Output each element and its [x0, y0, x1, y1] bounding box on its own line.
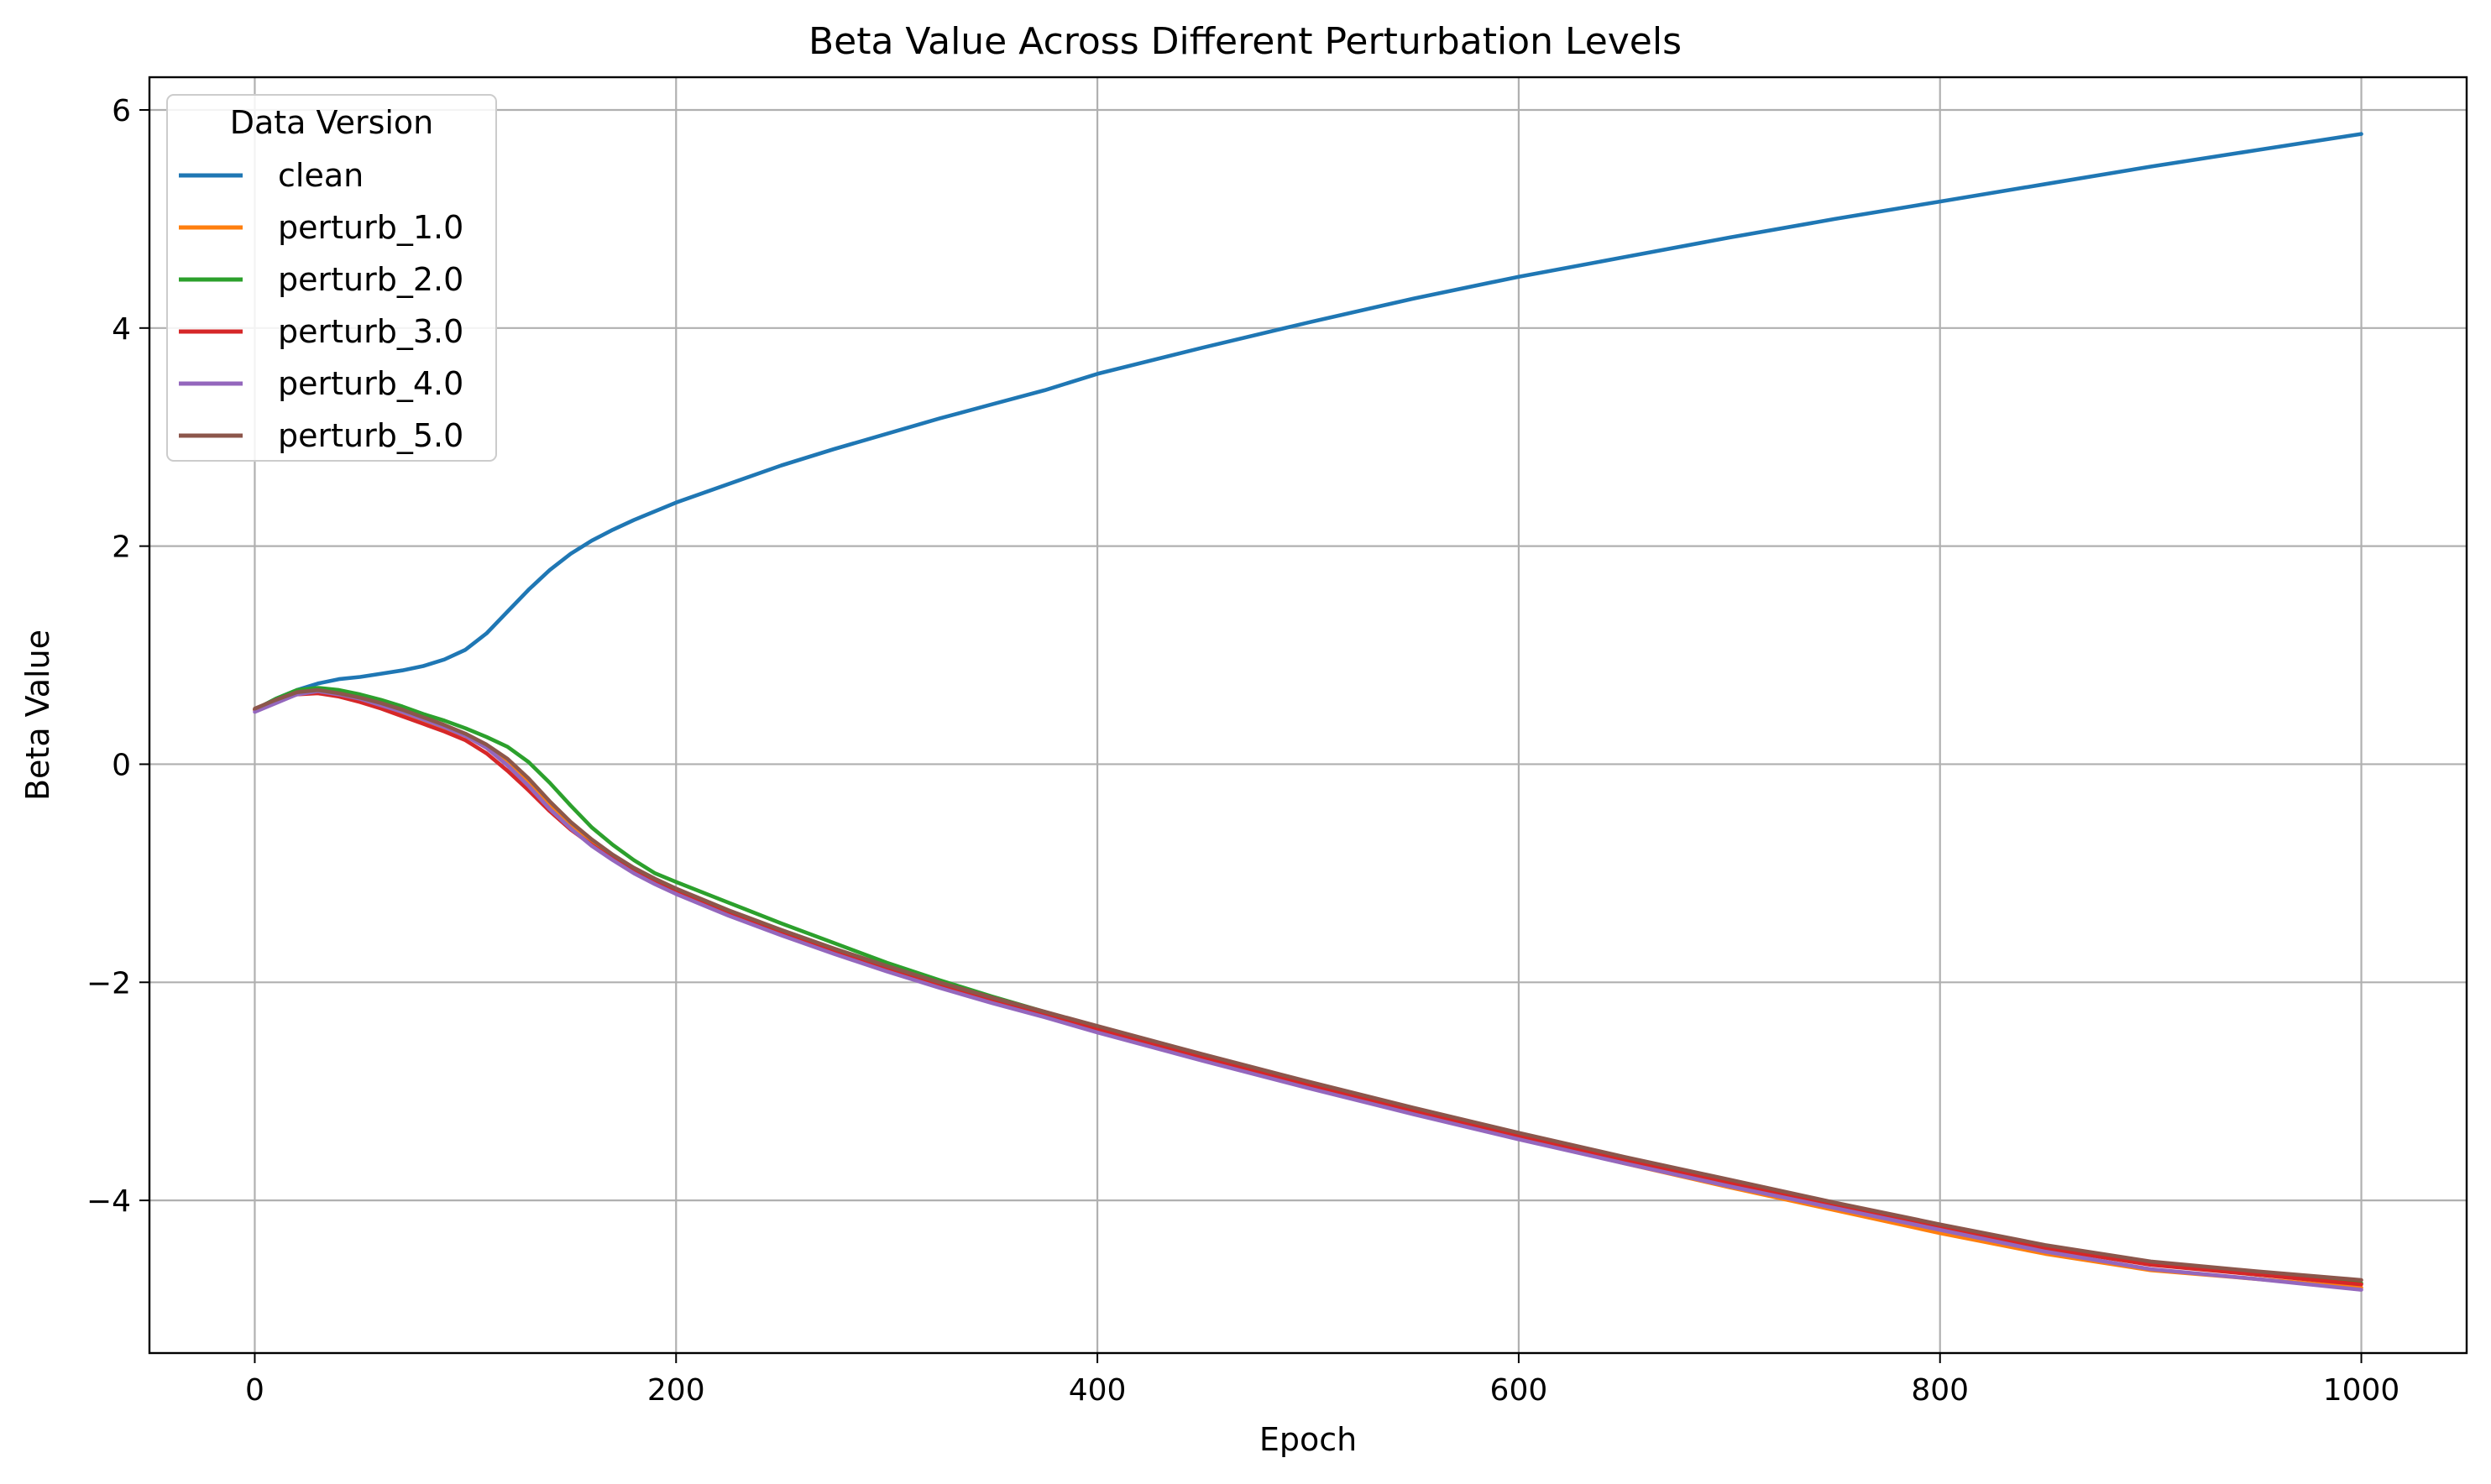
- x-axis-label: Epoch: [1259, 1421, 1357, 1458]
- chart-title: Beta Value Across Different Perturbation…: [809, 20, 1682, 63]
- legend-label-perturb-4-0: perturb_4.0: [278, 365, 463, 402]
- legend-label-clean: clean: [278, 157, 364, 194]
- x-tick-label: 0: [245, 1373, 264, 1408]
- grid-layer: [149, 77, 2467, 1353]
- y-tick-label: 0: [112, 748, 131, 782]
- x-tick-label: 600: [1490, 1373, 1548, 1408]
- series-line-perturb-3-0: [253, 691, 2363, 1287]
- legend-label-perturb-1-0: perturb_1.0: [278, 209, 463, 246]
- y-tick-label: −2: [86, 966, 131, 1001]
- legend-entries: clean perturb_1.0 perturb_2.0 perturb_3.0pe…: [179, 157, 463, 454]
- legend-box: [166, 94, 497, 462]
- legend-label-perturb-2-0: perturb_2.0: [278, 261, 463, 298]
- y-tick-label: 4: [112, 312, 131, 347]
- x-tick-label: 800: [1911, 1373, 1969, 1408]
- series-line-perturb-4-0: [253, 689, 2363, 1292]
- y-tick-label: −4: [86, 1184, 131, 1219]
- x-tick-label: 400: [1069, 1373, 1127, 1408]
- x-tick-label: 200: [647, 1373, 705, 1408]
- plot-frame: [148, 76, 2468, 1355]
- x-tick-label: 1000: [2323, 1373, 2400, 1408]
- legend-label-perturb-3-0: perturb_3.0: [278, 313, 463, 350]
- legend-label-perturb-5-0: perturb_5.0: [278, 417, 463, 454]
- tick-layer: 0 200 400 600 800 1000 −4 −2 0 2 4 6: [86, 94, 2399, 1408]
- series-layer: [253, 132, 2363, 1292]
- y-tick-label: 2: [112, 530, 131, 565]
- series-line-perturb-1-0: [253, 687, 2363, 1290]
- series-line-perturb-5-0: [253, 687, 2363, 1283]
- series-line-perturb-2-0: [253, 686, 2363, 1286]
- y-tick-label: 6: [112, 94, 131, 128]
- y-axis-label: Beta Value: [19, 630, 56, 801]
- series-line-clean: [253, 132, 2363, 712]
- legend-title: Data Version: [230, 104, 434, 141]
- legend: Data Version clean perturb_1.0 perturb_2.0…: [166, 94, 497, 462]
